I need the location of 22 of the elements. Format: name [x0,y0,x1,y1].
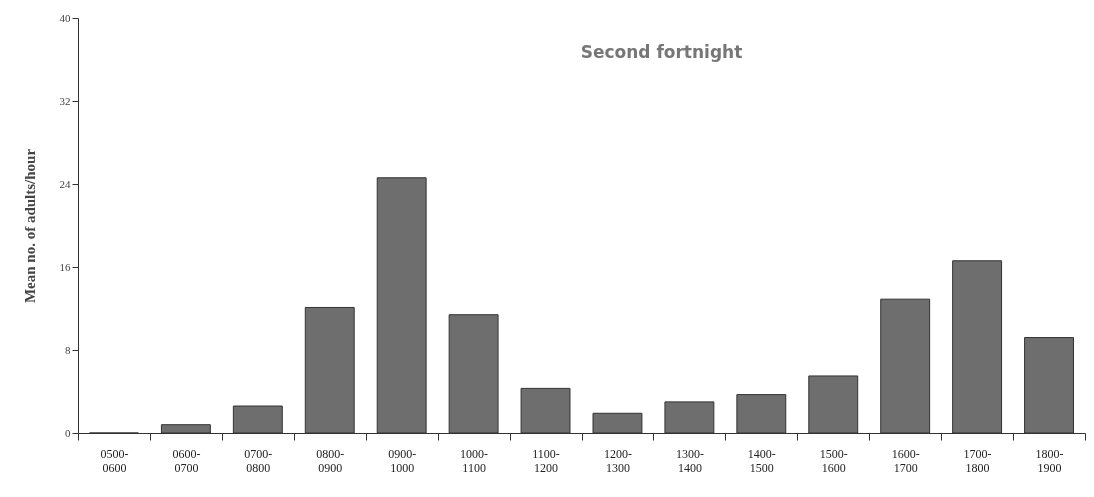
x-tick-label: 0700-0800 [244,446,273,475]
x-tick-label: 0900-1000 [388,446,417,475]
y-tick-label: 40 [59,11,71,24]
x-tick-label: 1500-1600 [819,446,848,475]
y-tick-label: 0 [65,426,71,439]
y-axis-title: Mean no. of adults/hour [21,148,38,304]
x-tick-label: 1100-1200 [532,446,560,475]
y-tick-label: 32 [59,94,71,107]
x-tick-label: 1200-1300 [603,446,632,475]
y-tick-label: 8 [65,343,71,356]
y-tick-label: 16 [59,260,71,273]
x-tick-label: 0500-0600 [100,446,129,475]
x-tick-label: 1000-1100 [460,446,489,475]
text: Second fortnight [580,42,743,62]
x-tick-label: 1300-1400 [675,446,704,475]
x-tick-label: 0600-0700 [172,446,201,475]
x-tick-label: 1400-1500 [747,446,776,475]
x-tick-label: 0800-0900 [316,446,345,475]
y-tick-label: 24 [59,177,71,190]
x-tick-label: 1600-1700 [891,446,920,475]
x-tick-label: 1700-1800 [963,446,992,475]
x-tick-label: 1800-1900 [1035,446,1064,475]
